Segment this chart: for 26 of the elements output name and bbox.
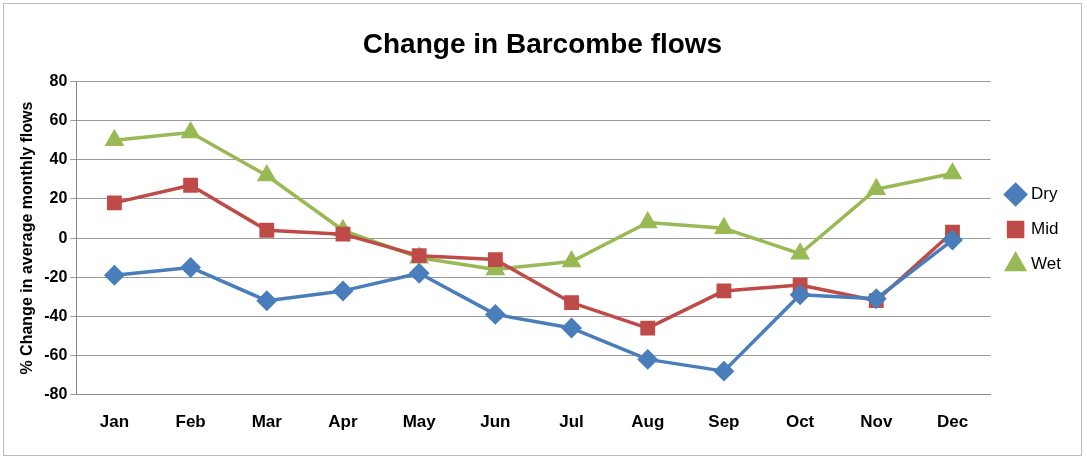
x-tick-label: Mar — [251, 412, 283, 432]
y-tick-label: 60 — [49, 111, 68, 129]
x-tick-label: Dec — [936, 412, 969, 432]
x-tick-label: Aug — [631, 412, 665, 432]
y-tick-label: 80 — [49, 72, 68, 90]
legend-label: Mid — [1031, 219, 1059, 239]
x-tick-label: Apr — [328, 412, 358, 432]
chart-title: Change in Barcombe flows — [362, 27, 723, 59]
y-tick-label: 20 — [49, 189, 68, 207]
y-tick-label: -80 — [44, 385, 68, 403]
x-tick-label: Sep — [708, 412, 740, 432]
x-tick-label: Jan — [99, 412, 130, 432]
y-axis-title: % Change in average monthly flows — [18, 101, 36, 375]
y-tick-label: 40 — [49, 150, 68, 168]
x-tick-label: Nov — [860, 412, 893, 432]
y-tick-label: 0 — [58, 228, 68, 246]
legend-label: Wet — [1031, 254, 1062, 274]
x-tick-label: Jun — [480, 412, 511, 432]
legend-label: Dry — [1031, 184, 1059, 204]
y-tick-label: -20 — [44, 267, 68, 285]
x-tick-label: Feb — [175, 412, 206, 432]
y-tick-label: -60 — [44, 345, 68, 363]
x-tick-label: May — [402, 412, 437, 432]
y-tick-label: -40 — [44, 306, 68, 324]
x-tick-label: Jul — [559, 412, 584, 432]
x-tick-label: Oct — [785, 412, 815, 432]
